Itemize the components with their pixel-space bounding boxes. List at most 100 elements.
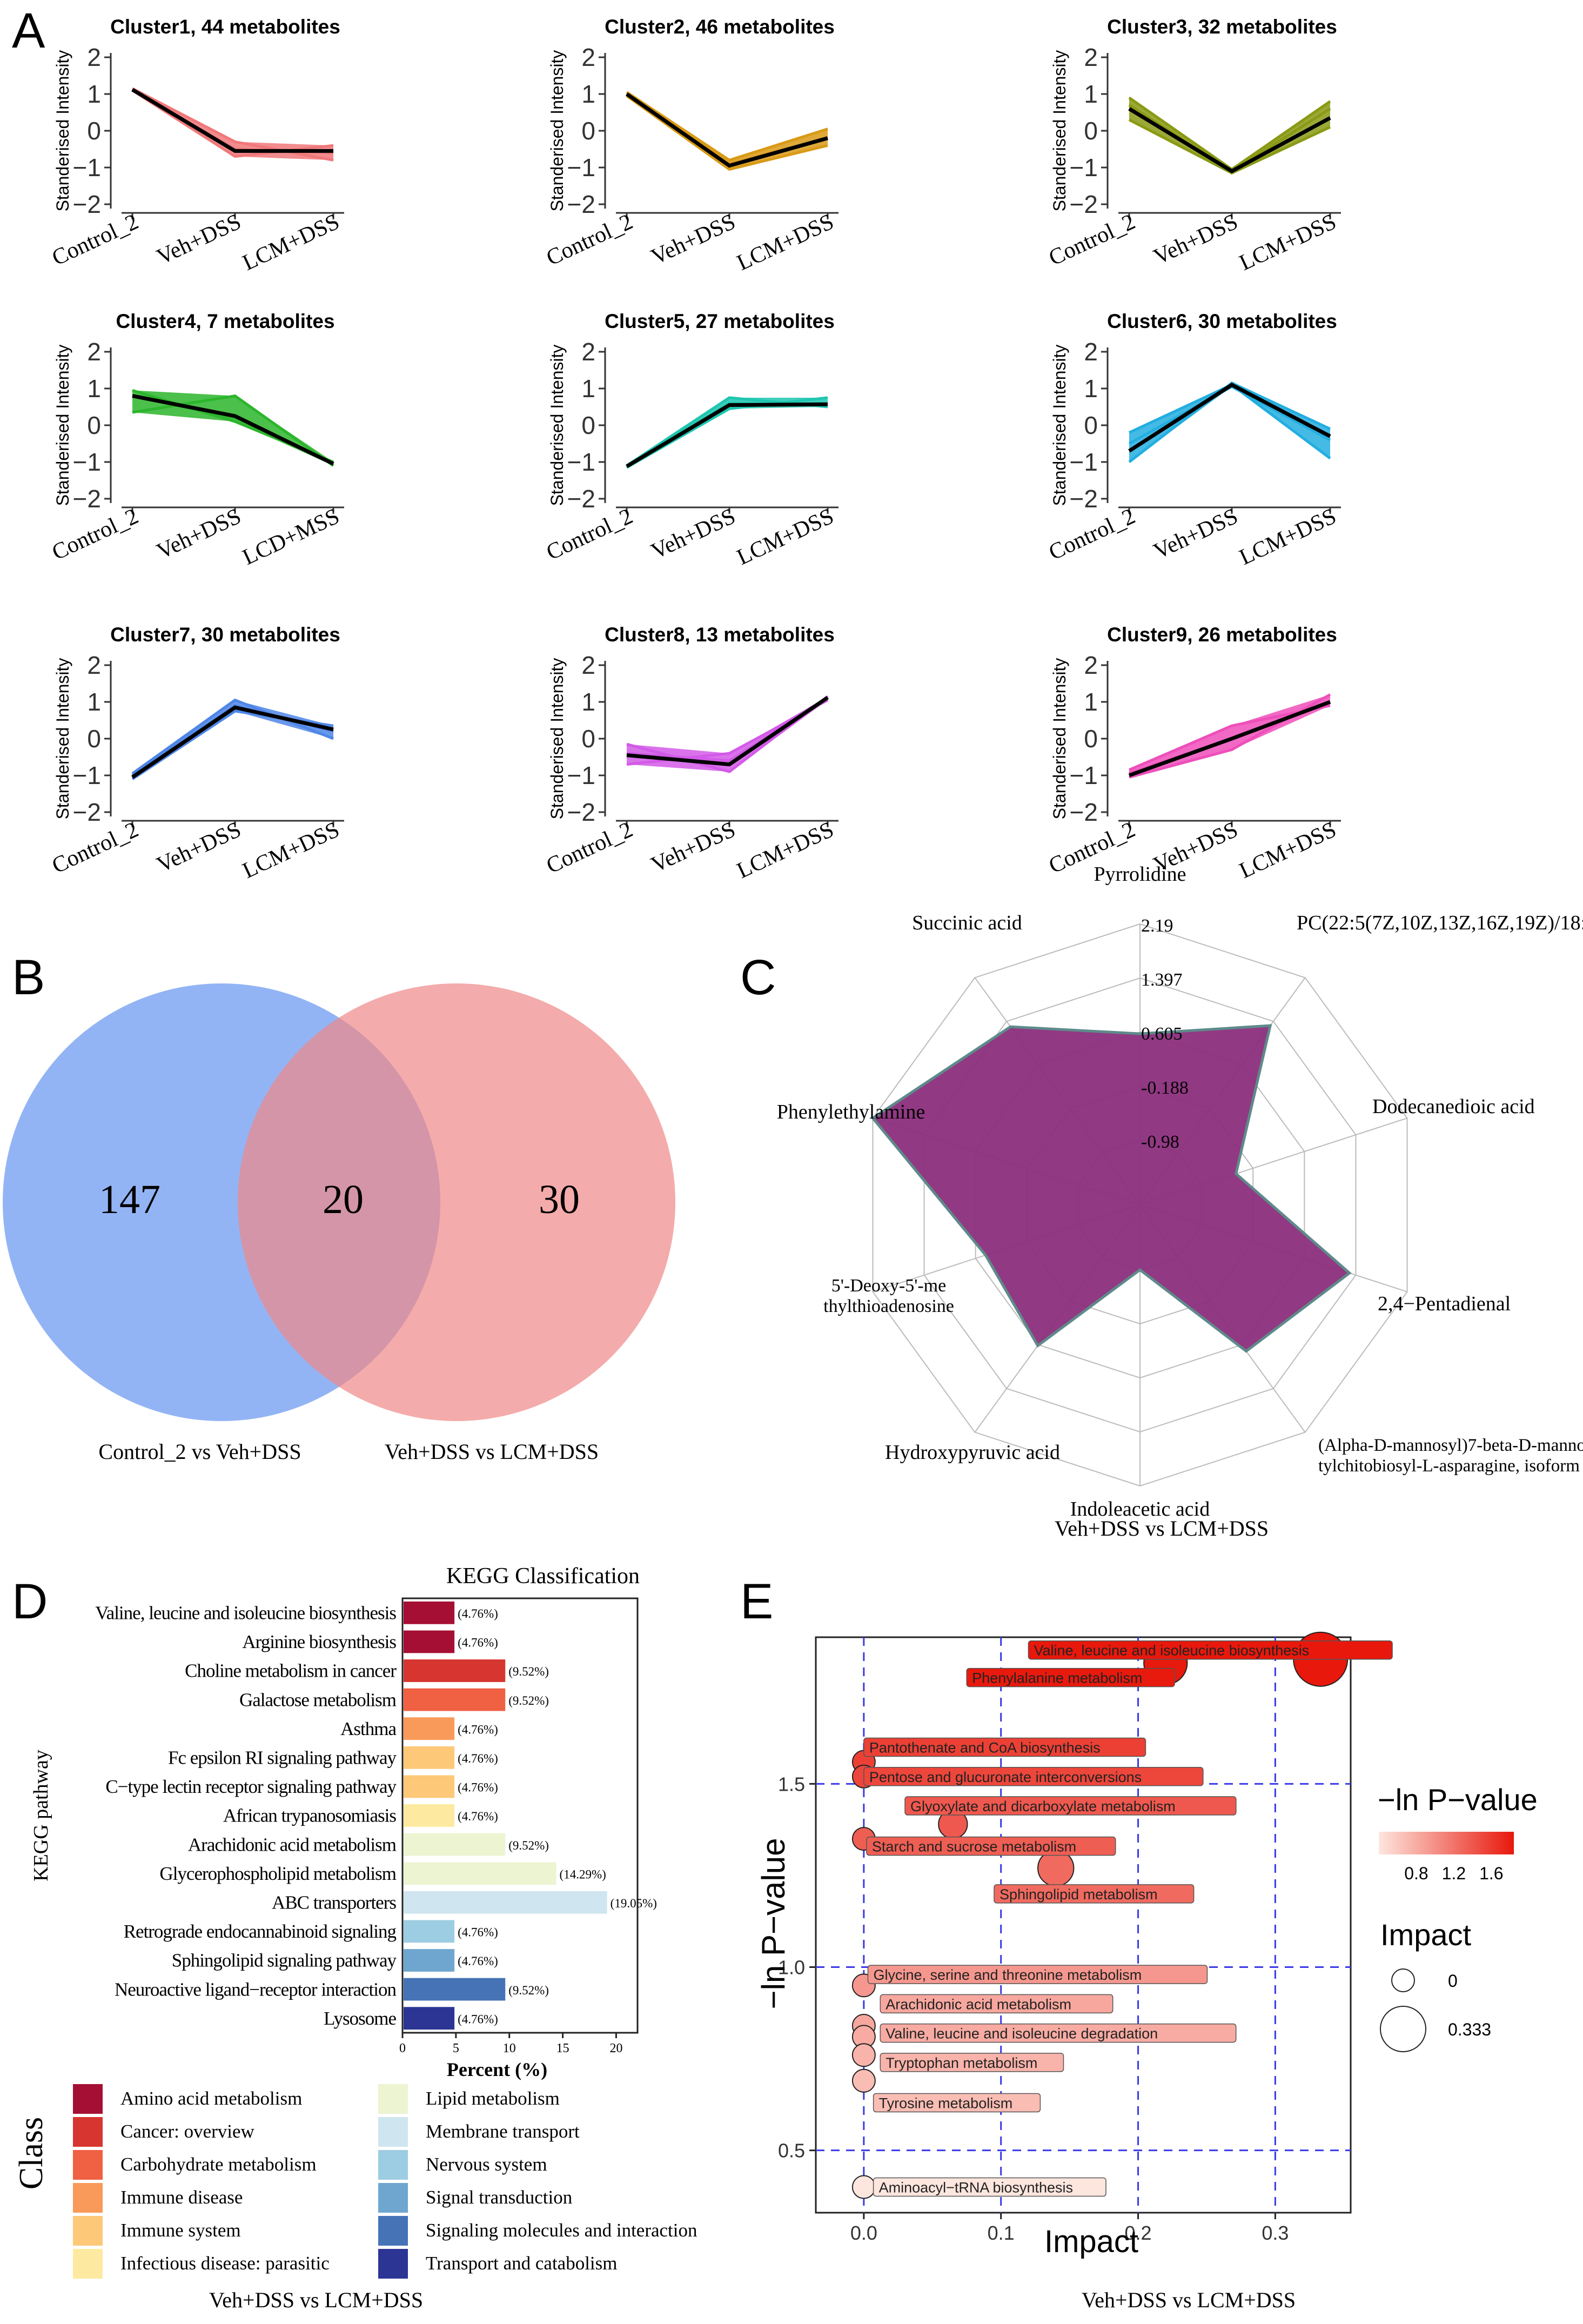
y-tick-label: −2 (1070, 190, 1098, 218)
legend-label: Transport and catabolism (426, 2253, 618, 2274)
y-tick-label: 1 (87, 80, 101, 108)
kegg-pathway-label: Choline metabolism in cancer (185, 1660, 397, 1682)
panel-a-cluster-lineplots: Cluster1, 44 metabolites210−1−2Standeris… (48, 16, 1341, 883)
x-tick-label: 20 (609, 2041, 622, 2055)
x-axis-label: Impact (1044, 2224, 1138, 2259)
legend-swatch (378, 2150, 408, 2180)
cluster-title: Cluster4, 7 metabolites (116, 310, 334, 332)
cluster-mean-line (626, 695, 829, 767)
panel-b-venn-diagram: 147 20 30 Control_2 vs Veh+DSS Veh+DSS vs LC… (3, 983, 675, 1464)
kegg-bar (404, 1717, 455, 1740)
y-tick-label: 0 (581, 725, 595, 753)
radar-tick-label: -0.188 (1141, 1078, 1189, 1098)
metabolite-line (131, 698, 334, 775)
legend-swatch (378, 2249, 408, 2279)
x-tick-label: 5 (453, 2041, 459, 2055)
kegg-pathway-label: Valine, leucine and isoleucine biosynthe… (95, 1603, 396, 1624)
y-tick-label: 2 (1084, 43, 1098, 71)
y-tick-label: 2 (87, 43, 101, 71)
metabolite-line (131, 704, 334, 777)
pathway-label-box (863, 1767, 1204, 1786)
legend-swatch (378, 2183, 408, 2213)
radar-axis-label: Succinic acid (912, 912, 1022, 934)
pathway-label-box (1028, 1640, 1393, 1660)
radar-tick-label: 0.605 (1141, 1024, 1183, 1044)
color-legend-title: −ln P−value (1378, 1783, 1538, 1817)
kegg-bar (404, 1949, 455, 1972)
kegg-pathway-label: Galactose metabolism (239, 1689, 397, 1710)
cluster-title: Cluster1, 44 metabolites (110, 16, 340, 38)
pathway-label: Glycine, serine and threonine metabolism (873, 1967, 1142, 1983)
y-axis-label: Standerised Intensity (547, 50, 567, 212)
y-tick-label: 2 (87, 338, 101, 366)
y-tick-label: 1 (581, 374, 595, 403)
kegg-bar-percent-label: (4.76%) (458, 2012, 498, 2026)
x-tick-label: Control_2 (48, 504, 142, 565)
x-tick-label: Veh+DSS (1150, 504, 1242, 564)
pathway-label-box (880, 2053, 1064, 2072)
x-tick-label: Control_2 (48, 817, 142, 879)
pathway-label: Pantothenate and CoA biosynthesis (869, 1740, 1101, 1756)
y-axis-label: KEGG pathway (30, 1750, 52, 1881)
y-axis-label: −ln P−value (755, 1838, 792, 2010)
kegg-pathway-label: Neuroactive ligand−receptor interaction (115, 1979, 397, 2000)
pathway-label-box (867, 1965, 1208, 1984)
radar-axis-label: Phenylethylamine (777, 1101, 925, 1123)
kegg-bar-percent-label: (4.76%) (458, 1723, 498, 1736)
x-tick-label: Control_2 (542, 817, 636, 879)
pathway-label: Sphingolipid metabolism (1000, 1886, 1158, 1903)
radar-caption: Veh+DSS vs LCM+DSS (1055, 1516, 1269, 1541)
y-tick-label: 0.5 (778, 2140, 805, 2162)
x-tick-label: 0.3 (1262, 2222, 1289, 2244)
cluster-title: Cluster9, 26 metabolites (1107, 624, 1337, 646)
radar-axis-label-line2: tylchitobiosyl-L-asparagine, isoform A (… (1318, 1456, 1583, 1476)
kegg-bar-percent-label: (19.05%) (611, 1897, 657, 1910)
pathway-label-box (904, 1796, 1237, 1816)
y-axis-label: Standerised Intensity (53, 658, 72, 820)
y-axis-label: Standerised Intensity (547, 345, 567, 506)
y-tick-label: −1 (567, 153, 595, 182)
kegg-bar-percent-label: (14.29%) (560, 1867, 606, 1881)
y-tick-label: 2 (581, 338, 595, 366)
cluster-mean-line (1128, 107, 1331, 173)
y-axis-label: Standerised Intensity (53, 50, 72, 212)
pathway-label-box (863, 1737, 1146, 1757)
panel-c-radar-chart: 2.19 1.397 0.605 -0.188 -0.98 Pyrrolidine PC(2… (777, 863, 1583, 1541)
legend-swatch (73, 2183, 103, 2213)
legend-swatch (378, 2117, 408, 2147)
legend-label: Amino acid metabolism (120, 2088, 302, 2109)
y-tick-label: 1 (1084, 688, 1098, 716)
x-tick-label: Veh+DSS (647, 817, 739, 878)
x-tick-label: Veh+DSS (153, 209, 245, 270)
metabolite-line (626, 95, 828, 171)
pathway-label-box (966, 1667, 1175, 1687)
cluster-title: Cluster8, 13 metabolites (605, 624, 835, 646)
radar-tick-label: -0.98 (1141, 1132, 1179, 1152)
cluster-mean-line (132, 394, 334, 466)
kegg-bar (404, 1659, 506, 1682)
y-tick-label: 1 (581, 80, 595, 108)
y-tick-label: 1.5 (778, 1773, 805, 1795)
venn-right-count: 30 (539, 1177, 580, 1222)
x-tick-label: Veh+DSS (153, 817, 245, 878)
legend-label: Infectious disease: parasitic (120, 2253, 330, 2274)
radar-axis-label-line1: (Alpha-D-mannosyl)7-beta-D-mannosyl-diac… (1318, 1436, 1583, 1455)
y-tick-label: 1 (87, 688, 101, 716)
kegg-pathway-label: Sphingolipid signaling pathway (172, 1950, 397, 1971)
y-tick-label: −1 (567, 761, 595, 789)
x-tick-label: Control_2 (1045, 209, 1139, 271)
y-tick-label: −2 (73, 190, 101, 218)
kegg-bar-percent-label: (4.76%) (458, 1781, 498, 1794)
kegg-bar-percent-label: (9.52%) (508, 1665, 549, 1678)
x-tick-label: LCD+MSS (239, 504, 343, 570)
kegg-pathway-label: Glycerophospholipid metabolism (159, 1863, 396, 1884)
kegg-bar-percent-label: (9.52%) (508, 1839, 549, 1852)
panel-label-d: D (12, 1574, 48, 1629)
y-tick-label: 1.0 (778, 1957, 805, 1979)
venn-left-count: 147 (99, 1177, 160, 1222)
kegg-bar (404, 2007, 455, 2030)
kegg-bar (404, 1630, 455, 1653)
x-tick-label: LCM+DSS (239, 817, 343, 883)
x-tick-label: Veh+DSS (647, 504, 739, 564)
kegg-bar-percent-label: (9.52%) (508, 1984, 549, 1997)
